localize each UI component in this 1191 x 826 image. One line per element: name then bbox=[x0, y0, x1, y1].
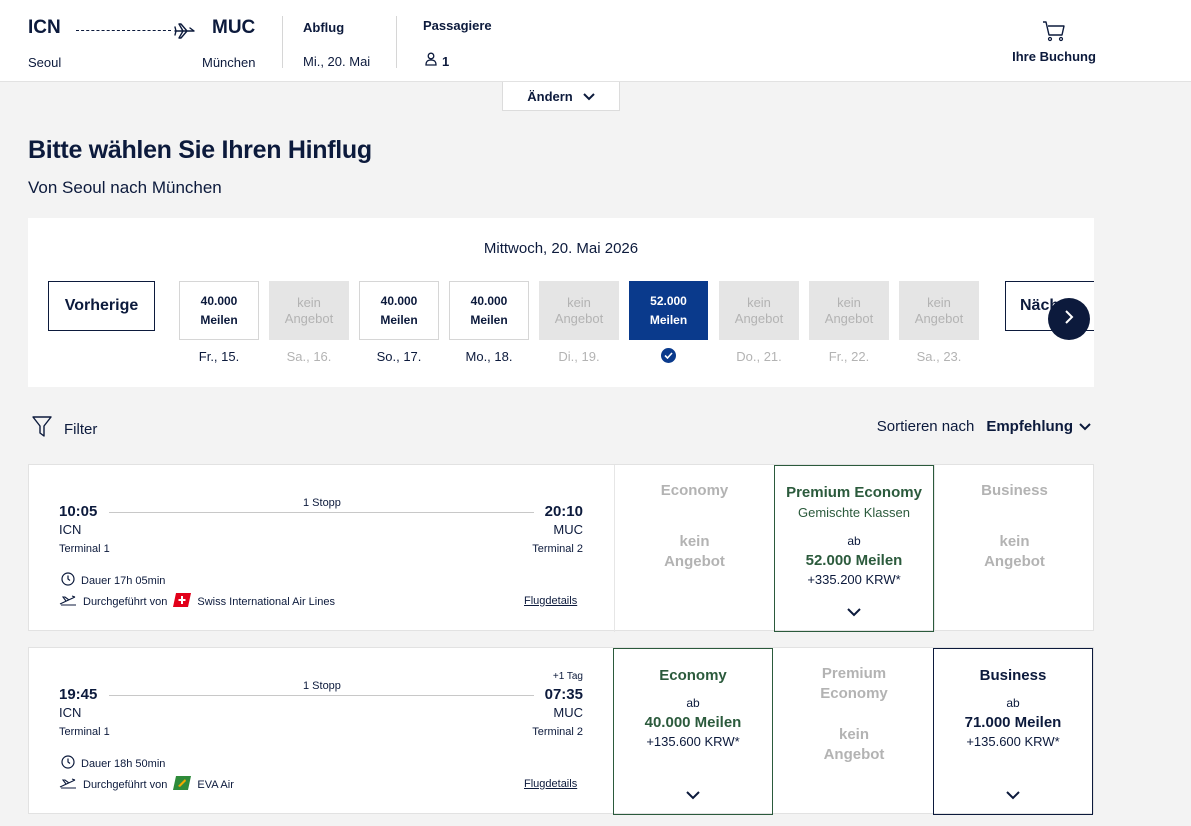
route-line bbox=[76, 30, 171, 31]
day-offset: +1 Tag bbox=[552, 671, 583, 682]
origin-city: Seoul bbox=[28, 55, 62, 70]
sort-value: Empfehlung bbox=[986, 418, 1073, 435]
cabin-business-selectable[interactable]: Business ab 71.000 Meilen +135.600 KRW* bbox=[933, 648, 1093, 815]
date-option-sa-23[interactable]: kein Angebot bbox=[899, 281, 979, 340]
departure-airport: ICN bbox=[59, 705, 82, 720]
passenger-count: 1 bbox=[425, 52, 449, 71]
swiss-logo-icon bbox=[173, 593, 192, 610]
date-label: Sa., 16. bbox=[286, 349, 332, 364]
check-icon bbox=[661, 348, 676, 363]
destination-city: München bbox=[202, 55, 256, 70]
chevron-down-icon bbox=[1079, 418, 1091, 435]
arrival-airport: MUC bbox=[553, 522, 583, 537]
departure-terminal: Terminal 1 bbox=[59, 543, 110, 555]
clock-icon bbox=[61, 572, 75, 589]
chevron-down-icon bbox=[847, 604, 861, 622]
flight-details-link[interactable]: Flugdetails bbox=[524, 778, 578, 790]
flight-card: 1 Stopp 10:05 ICN Terminal 1 20:10 MUC T… bbox=[28, 464, 1094, 632]
origin-code: ICN bbox=[28, 17, 61, 38]
chevron-down-icon bbox=[686, 787, 700, 805]
booking-cart-button[interactable]: Ihre Buchung bbox=[1010, 20, 1098, 64]
current-date: Mittwoch, 20. Mai 2026 bbox=[483, 240, 639, 257]
departure-terminal: Terminal 1 bbox=[59, 726, 110, 738]
stops-label: 1 Stopp bbox=[303, 680, 341, 692]
arrival-time: 07:35 bbox=[544, 686, 583, 703]
date-label: Fr., 22. bbox=[828, 349, 870, 364]
chevron-right-icon bbox=[1064, 309, 1074, 330]
date-option-mi-20-selected[interactable]: 52.000 Meilen bbox=[629, 281, 708, 340]
flight-details-link[interactable]: Flugdetails bbox=[524, 595, 578, 607]
arrival-terminal: Terminal 2 bbox=[532, 543, 583, 555]
route-line bbox=[109, 695, 534, 696]
departure-time: 19:45 bbox=[59, 686, 98, 703]
departure-time: 10:05 bbox=[59, 503, 98, 520]
passenger-count-value: 1 bbox=[442, 54, 450, 69]
date-label: So., 17. bbox=[376, 349, 422, 364]
date-selector: Mittwoch, 20. Mai 2026 Vorherige 40.000 M… bbox=[28, 218, 1094, 387]
eva-air-logo-icon bbox=[173, 776, 192, 793]
plane-takeoff-icon bbox=[59, 594, 77, 609]
page-subtitle: Von Seoul nach München bbox=[28, 178, 222, 197]
passengers-label: Passagiere bbox=[423, 18, 492, 33]
previous-dates-button[interactable]: Vorherige bbox=[48, 281, 155, 331]
clock-icon bbox=[61, 755, 75, 772]
filter-label: Filter bbox=[64, 420, 98, 438]
divider bbox=[282, 16, 283, 68]
date-option-di-19[interactable]: kein Angebot bbox=[539, 281, 619, 340]
route-line bbox=[109, 512, 534, 513]
divider bbox=[396, 16, 397, 68]
arrival-airport: MUC bbox=[553, 705, 583, 720]
cabin-premium-economy: Premium Economy kein Angebot bbox=[820, 665, 888, 763]
date-label: Fr., 15. bbox=[198, 349, 240, 364]
search-summary-header: ICN Seoul MUC München Abflug Mi., 20. Ma… bbox=[0, 0, 1191, 82]
plane-icon bbox=[173, 21, 197, 46]
filter-icon bbox=[32, 416, 52, 442]
date-option-do-21[interactable]: kein Angebot bbox=[719, 281, 799, 340]
duration: Dauer 17h 05min bbox=[61, 572, 165, 589]
filter-button[interactable]: Filter bbox=[32, 416, 97, 442]
stops-label: 1 Stopp bbox=[303, 497, 341, 509]
departure-date: Mi., 20. Mai bbox=[303, 54, 371, 69]
date-label: Di., 19. bbox=[558, 349, 600, 364]
page-title: Bitte wählen Sie Ihren Hinflug bbox=[28, 136, 372, 164]
date-label: Do., 21. bbox=[736, 349, 782, 364]
operated-by: Durchgeführt von EVA Air bbox=[59, 776, 234, 793]
chevron-down-icon bbox=[583, 89, 595, 104]
change-label: Ändern bbox=[527, 88, 573, 104]
cabin-economy-selectable[interactable]: Economy ab 40.000 Meilen +135.600 KRW* bbox=[613, 648, 773, 815]
cabin-premium-economy-selected[interactable]: Premium Economy Gemischte Klassen ab 52.… bbox=[774, 465, 934, 632]
date-option-fr-22[interactable]: kein Angebot bbox=[809, 281, 889, 340]
cabin-business: Business kein Angebot bbox=[934, 465, 1094, 632]
cart-icon bbox=[1042, 21, 1066, 46]
duration: Dauer 18h 50min bbox=[61, 755, 165, 772]
destination-code: MUC bbox=[212, 17, 256, 38]
flight-card: 1 Stopp 19:45 ICN Terminal 1 +1 Tag 07:3… bbox=[28, 647, 1094, 815]
date-option-fr-15[interactable]: 40.000 Meilen bbox=[179, 281, 259, 340]
sort-dropdown[interactable]: Sortieren nach Empfehlung bbox=[877, 418, 1091, 435]
departure-label: Abflug bbox=[303, 20, 345, 35]
operated-by: Durchgeführt von Swiss International Air… bbox=[59, 593, 335, 610]
plane-takeoff-icon bbox=[59, 777, 77, 792]
date-option-so-17[interactable]: 40.000 Meilen bbox=[359, 281, 439, 340]
date-label: Sa., 23. bbox=[916, 349, 962, 364]
date-label: Mo., 18. bbox=[465, 349, 513, 364]
change-search-button[interactable]: Ändern bbox=[502, 82, 620, 111]
scroll-next-button[interactable] bbox=[1048, 298, 1090, 340]
arrival-time: 20:10 bbox=[544, 503, 583, 520]
arrival-terminal: Terminal 2 bbox=[532, 726, 583, 738]
booking-label: Ihre Buchung bbox=[1012, 49, 1096, 64]
person-icon bbox=[425, 52, 437, 71]
chevron-down-icon bbox=[1006, 787, 1020, 805]
date-option-mo-18[interactable]: 40.000 Meilen bbox=[449, 281, 529, 340]
sort-label: Sortieren nach bbox=[876, 418, 975, 435]
date-option-sa-16[interactable]: kein Angebot bbox=[269, 281, 349, 340]
departure-airport: ICN bbox=[59, 522, 82, 537]
cabin-economy: Economy kein Angebot bbox=[614, 465, 774, 632]
